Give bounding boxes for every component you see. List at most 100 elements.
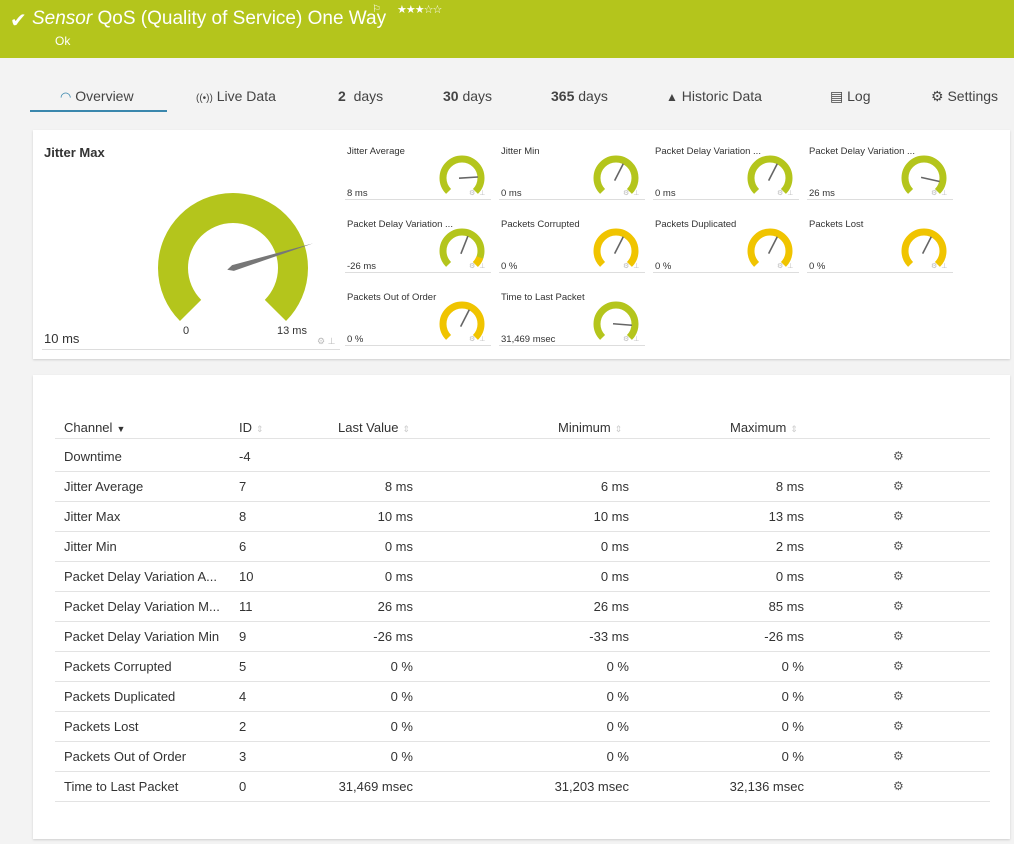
channel-settings-icon[interactable]: ⚙ xyxy=(893,689,904,703)
mini-gauge xyxy=(901,228,947,267)
sort-desc-icon: ▼ xyxy=(116,424,126,434)
tab-num: 2 xyxy=(338,88,346,104)
sort-icon: ⇕ xyxy=(614,424,623,434)
table-row[interactable]: Packet Delay Variation Min 9 -26 ms -33 ms -… xyxy=(33,622,1010,652)
gauges-panel: Jitter Max 0 13 ms 10 ms ⚙ ⊥ Jitter Aver… xyxy=(33,130,1010,359)
channel-name[interactable]: Packets Out of Order xyxy=(64,749,187,764)
channel-settings-icon[interactable]: ⚙ xyxy=(893,449,904,463)
column-header-channel[interactable]: Channel ▼ xyxy=(64,420,125,435)
tab-log[interactable]: ▤ Log xyxy=(830,88,870,105)
table-row[interactable]: Jitter Min 6 0 ms 0 ms 2 ms ⚙ xyxy=(33,532,1010,562)
table-row[interactable]: Packets Corrupted 5 0 % 0 % 0 % ⚙ xyxy=(33,652,1010,682)
tab-2-days[interactable]: 2 days xyxy=(338,88,383,104)
gauge-settings-icon[interactable]: ⚙ ⊥ xyxy=(931,263,949,270)
tab-num: 30 xyxy=(443,88,459,104)
priority-stars[interactable]: ★★★☆☆ xyxy=(397,4,442,16)
table-row[interactable]: Jitter Average 7 8 ms 6 ms 8 ms ⚙ xyxy=(33,472,1010,502)
table-row[interactable]: Packets Out of Order 3 0 % 0 % 0 % ⚙ xyxy=(33,742,1010,772)
tab-label: days xyxy=(578,88,608,104)
tab-30-days[interactable]: 30 days xyxy=(443,88,492,104)
channel-settings-icon[interactable]: ⚙ xyxy=(893,779,904,793)
channel-name[interactable]: Packet Delay Variation M... xyxy=(64,599,220,614)
channel-settings-icon[interactable]: ⚙ xyxy=(893,569,904,583)
table-row[interactable]: Jitter Max 8 10 ms 10 ms 13 ms ⚙ xyxy=(33,502,1010,532)
gauge-settings-icon[interactable]: ⚙ ⊥ xyxy=(623,190,641,197)
column-header-maximum[interactable]: Maximum ⇕ xyxy=(730,420,798,435)
table-row[interactable]: Packet Delay Variation A... 10 0 ms 0 ms 0 m… xyxy=(33,562,1010,592)
mini-gauge xyxy=(747,228,793,267)
gauge-settings-icon[interactable]: ⚙ ⊥ xyxy=(777,263,795,270)
tab-live-data[interactable]: ((•)) Live Data xyxy=(196,88,276,104)
column-header-minimum[interactable]: Minimum ⇕ xyxy=(558,420,622,435)
table-row[interactable]: Packets Duplicated 4 0 % 0 % 0 % ⚙ xyxy=(33,682,1010,712)
gauge-settings-icon[interactable]: ⚙ ⊥ xyxy=(317,336,336,346)
channel-settings-icon[interactable]: ⚙ xyxy=(893,599,904,613)
last-value: 8 ms xyxy=(384,479,413,494)
channel-name[interactable]: Packet Delay Variation Min xyxy=(64,629,220,644)
table-row[interactable]: Packet Delay Variation M... 11 26 ms 26 ms 8… xyxy=(33,592,1010,622)
tab-historic-data[interactable]: ▲ Historic Data xyxy=(666,88,762,104)
channel-settings-icon[interactable]: ⚙ xyxy=(893,629,904,643)
channel-gauge[interactable]: Packets Duplicated 0 % ⚙ ⊥ xyxy=(653,213,799,273)
channel-gauge[interactable]: Packets Out of Order 0 % ⚙ ⊥ xyxy=(345,286,491,346)
primary-channel-value: 10 ms xyxy=(44,331,80,346)
channel-gauge[interactable]: Jitter Average 8 ms ⚙ ⊥ xyxy=(345,140,491,200)
gauge-settings-icon[interactable]: ⚙ ⊥ xyxy=(469,190,487,197)
channel-gauge[interactable]: Jitter Min 0 ms ⚙ ⊥ xyxy=(499,140,645,200)
gauge-value: 0 % xyxy=(501,261,518,272)
channel-gauge[interactable]: Packet Delay Variation ... 0 ms ⚙ ⊥ xyxy=(653,140,799,200)
mini-gauge xyxy=(593,155,639,194)
table-row[interactable]: Time to Last Packet 0 31,469 msec 31,203 ms… xyxy=(33,772,1010,802)
gauge-settings-icon[interactable]: ⚙ ⊥ xyxy=(931,190,949,197)
channel-gauge[interactable]: Packets Lost 0 % ⚙ ⊥ xyxy=(807,213,953,273)
mini-gauge xyxy=(593,301,639,340)
minimum-value: 6 ms xyxy=(600,479,629,494)
channel-gauge[interactable]: Packet Delay Variation ... -26 ms ⚙ ⊥ xyxy=(345,213,491,273)
channel-name[interactable]: Jitter Max xyxy=(64,509,121,524)
gauge-settings-icon[interactable]: ⚙ ⊥ xyxy=(469,263,487,270)
gauge-settings-icon[interactable]: ⚙ ⊥ xyxy=(623,336,641,343)
tab-num: 365 xyxy=(551,88,575,104)
flag-icon[interactable]: ⚐ xyxy=(372,4,381,15)
table-row[interactable]: Downtime -4 ⚙ xyxy=(33,442,1010,472)
column-header-id[interactable]: ID ⇕ xyxy=(239,420,264,435)
row-divider xyxy=(55,771,990,772)
channel-id: 8 xyxy=(239,509,247,524)
tab-settings[interactable]: ⚙ Settings xyxy=(931,88,998,105)
row-divider xyxy=(55,561,990,562)
channel-name[interactable]: Time to Last Packet xyxy=(64,779,179,794)
channel-settings-icon[interactable]: ⚙ xyxy=(893,659,904,673)
channel-settings-icon[interactable]: ⚙ xyxy=(893,509,904,523)
channel-settings-icon[interactable]: ⚙ xyxy=(893,719,904,733)
channel-settings-icon[interactable]: ⚙ xyxy=(893,539,904,553)
divider xyxy=(345,272,491,273)
header-label: Last Value xyxy=(338,420,399,435)
last-value: 0 ms xyxy=(384,539,413,554)
channel-name[interactable]: Packets Duplicated xyxy=(64,689,176,704)
channel-gauge[interactable]: Packet Delay Variation ... 26 ms ⚙ ⊥ xyxy=(807,140,953,200)
sensor-header: ✔ Sensor QoS (Quality of Service) One Wa… xyxy=(0,0,1014,58)
channel-gauge[interactable]: Time to Last Packet 31,469 msec ⚙ ⊥ xyxy=(499,286,645,346)
table-row[interactable]: Packets Lost 2 0 % 0 % 0 % ⚙ xyxy=(33,712,1010,742)
channel-gauge[interactable]: Packets Corrupted 0 % ⚙ ⊥ xyxy=(499,213,645,273)
gauge-settings-icon[interactable]: ⚙ ⊥ xyxy=(623,263,641,270)
tab-label: days xyxy=(353,88,384,104)
channel-settings-icon[interactable]: ⚙ xyxy=(893,749,904,763)
channel-name[interactable]: Packet Delay Variation A... xyxy=(64,569,217,584)
channel-settings-icon[interactable]: ⚙ xyxy=(893,479,904,493)
gauge-label: Time to Last Packet xyxy=(501,292,585,303)
channel-name[interactable]: Jitter Average xyxy=(64,479,144,494)
channel-name[interactable]: Packets Corrupted xyxy=(64,659,172,674)
header-label: Maximum xyxy=(730,420,787,435)
divider xyxy=(807,272,953,273)
channel-name[interactable]: Jitter Min xyxy=(64,539,117,554)
gauge-settings-icon[interactable]: ⚙ ⊥ xyxy=(469,336,487,343)
channel-name[interactable]: Packets Lost xyxy=(64,719,139,734)
column-header-last-value[interactable]: Last Value ⇕ xyxy=(338,420,410,435)
channel-id: -4 xyxy=(239,449,251,464)
gauge-settings-icon[interactable]: ⚙ ⊥ xyxy=(777,190,795,197)
channel-name[interactable]: Downtime xyxy=(64,449,122,464)
tab-365-days[interactable]: 365 days xyxy=(551,88,608,104)
last-value: 31,469 msec xyxy=(338,779,413,794)
tab-overview[interactable]: ◠ Overview xyxy=(60,88,134,105)
